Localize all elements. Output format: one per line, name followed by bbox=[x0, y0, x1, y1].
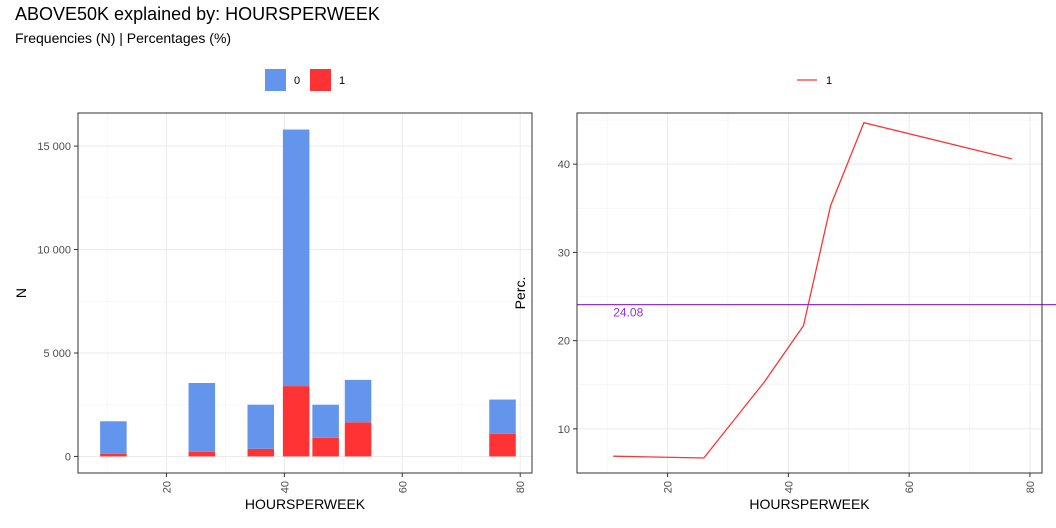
bar-segment-1 bbox=[282, 386, 310, 457]
bar-segment-0 bbox=[282, 129, 310, 387]
bar-segment-0 bbox=[312, 404, 339, 438]
legend-label-1: 1 bbox=[339, 75, 345, 87]
legend-line-label-1: 1 bbox=[826, 75, 832, 87]
legend-key-0 bbox=[265, 69, 286, 91]
line-chart-y-tick-label: 10 bbox=[558, 424, 570, 436]
bar-segment-1 bbox=[489, 433, 516, 457]
bar-chart-y-tick-label: 5 000 bbox=[43, 348, 71, 360]
line-chart-x-tick-label: 60 bbox=[904, 481, 916, 493]
line-chart-y-axis-title: Perc. bbox=[512, 277, 528, 310]
legend-key-1 bbox=[310, 69, 331, 91]
line-chart-y-tick-label: 30 bbox=[558, 247, 570, 259]
chart-title: ABOVE50K explained by: HOURSPERWEEK bbox=[15, 4, 380, 24]
bar-chart-y-tick-label: 15 000 bbox=[37, 141, 71, 153]
line-series-1 bbox=[613, 121, 1012, 459]
bar-segment-0 bbox=[344, 379, 372, 423]
bar-segment-1 bbox=[188, 451, 216, 457]
line-chart-x-axis-title: HOURSPERWEEK bbox=[749, 496, 870, 512]
line-chart-x-tick-label: 80 bbox=[1025, 481, 1037, 493]
line-chart-x-tick-label: 20 bbox=[663, 481, 675, 493]
line-chart-y-tick-label: 20 bbox=[558, 336, 570, 348]
bar-segment-0 bbox=[188, 383, 216, 452]
bar-chart-x-axis-title: HOURSPERWEEK bbox=[245, 496, 366, 512]
bar-segment-0 bbox=[489, 399, 516, 434]
bar-segment-1 bbox=[344, 422, 372, 457]
line-chart-panel-border bbox=[576, 112, 1043, 474]
bar-segment-1 bbox=[312, 437, 339, 457]
bar-segment-0 bbox=[247, 404, 275, 449]
bar-chart-x-tick-label: 60 bbox=[397, 481, 409, 493]
bar-chart-y-axis-title: N bbox=[13, 288, 29, 298]
bar-chart-panel-border bbox=[77, 112, 533, 474]
bar-segment-1 bbox=[100, 453, 127, 457]
bar-chart-x-tick-label: 20 bbox=[161, 481, 173, 493]
bar-chart-y-tick-label: 10 000 bbox=[37, 245, 71, 257]
bar-segment-0 bbox=[100, 421, 127, 454]
bar-chart-x-tick-label: 40 bbox=[279, 481, 291, 493]
chart-subtitle: Frequencies (N) | Percentages (%) bbox=[15, 30, 232, 46]
bar-segment-1 bbox=[247, 448, 275, 457]
bar-chart-y-tick-label: 0 bbox=[65, 451, 71, 463]
bar-chart-x-tick-label: 80 bbox=[515, 481, 527, 493]
line-chart-x-tick-label: 40 bbox=[783, 481, 795, 493]
legend-label-0: 0 bbox=[294, 75, 300, 87]
reference-line-label: 24.08 bbox=[613, 306, 643, 320]
line-chart-y-tick-label: 40 bbox=[558, 159, 570, 171]
